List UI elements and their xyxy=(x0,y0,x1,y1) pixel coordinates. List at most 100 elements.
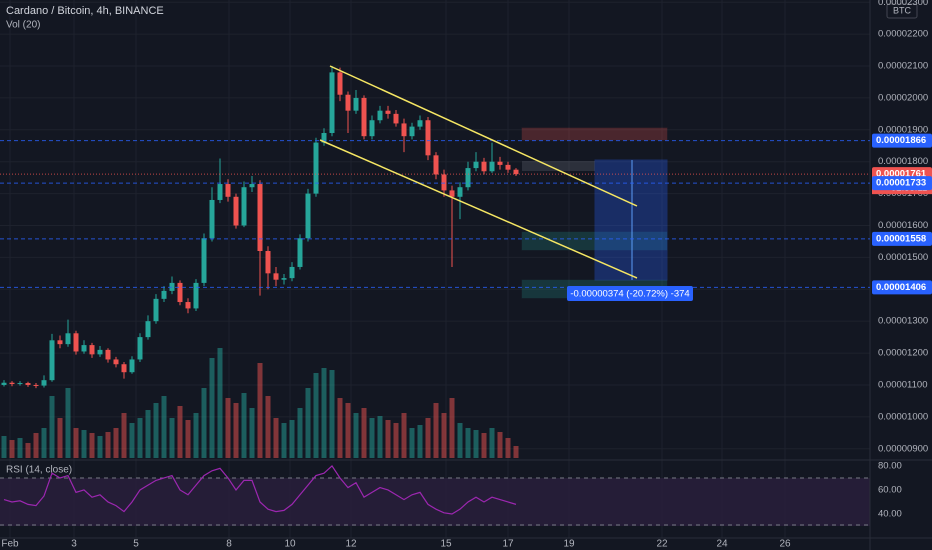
y-tick-label: 0.00002000 xyxy=(878,92,928,103)
plot xyxy=(0,66,870,515)
volume-bar xyxy=(97,436,103,458)
symbol-title: Cardano / Bitcoin, 4h, BINANCE xyxy=(6,5,164,17)
candle-body xyxy=(201,238,207,283)
price-label: 0.00001733 xyxy=(876,178,926,189)
target-zone xyxy=(521,231,668,251)
candle-body xyxy=(345,94,351,111)
candle-body xyxy=(113,359,119,365)
rsi-tick-label: 40.00 xyxy=(878,509,902,520)
volume-bar xyxy=(121,413,127,458)
currency-badge[interactable] xyxy=(886,3,918,19)
volume-bar xyxy=(497,432,503,458)
measure-label: -0.00000374 (-20.72%) -374 xyxy=(570,289,689,300)
price-label: 0.00001761 xyxy=(876,169,927,180)
price-label-box xyxy=(872,176,932,191)
volume-bar xyxy=(257,363,263,458)
volume-bar xyxy=(305,388,311,458)
candle-body xyxy=(273,273,279,280)
volume-bar xyxy=(417,425,423,458)
x-tick-label: 3 xyxy=(71,539,77,550)
y-tick-label: 0.00002300 xyxy=(878,0,928,8)
candle-body xyxy=(465,168,471,188)
volume-bar xyxy=(17,438,23,458)
volume-bar xyxy=(169,418,175,458)
candle-body xyxy=(81,345,87,352)
volume-bar xyxy=(73,428,79,458)
x-tick-label: 8 xyxy=(226,539,232,550)
candle-body xyxy=(497,161,503,165)
volume-bar xyxy=(353,413,359,458)
candle-body xyxy=(105,349,111,360)
entry-zone xyxy=(522,161,595,171)
candle-body xyxy=(417,120,423,127)
volume-bar xyxy=(449,398,455,458)
candle-body xyxy=(97,349,103,355)
candle-body xyxy=(137,337,143,360)
x-tick-label: 26 xyxy=(779,539,791,550)
volume-bar xyxy=(65,388,71,458)
volume-bar xyxy=(481,433,487,458)
price-label: 0.00001866 xyxy=(876,135,926,146)
price-label: 0.00001558 xyxy=(876,233,926,244)
candle-body xyxy=(489,161,495,172)
candle-body xyxy=(209,199,215,239)
volume-bar xyxy=(81,430,87,458)
rsi-band xyxy=(0,478,870,526)
volume-bar xyxy=(265,396,271,458)
x-tick-label: 12 xyxy=(345,539,357,550)
x-tick-label: 10 xyxy=(284,539,296,550)
volume-bar xyxy=(201,388,207,458)
candle-body xyxy=(249,184,255,188)
candle-body xyxy=(329,72,335,133)
candle-body xyxy=(425,120,431,156)
volume-bar xyxy=(217,348,223,458)
volume-bar xyxy=(9,440,15,458)
price-label-box xyxy=(872,231,932,246)
volume-bar xyxy=(465,428,471,458)
candle-body xyxy=(393,113,399,124)
volume-bar xyxy=(457,423,463,458)
volume-bar xyxy=(273,418,279,458)
rsi-line xyxy=(3,465,517,515)
x-tick-label: 24 xyxy=(716,539,728,550)
volume-bar xyxy=(25,443,31,458)
volume-bar xyxy=(313,373,319,458)
candle-body xyxy=(433,155,439,175)
volume-bar xyxy=(129,423,135,458)
volume-bar xyxy=(377,416,383,458)
candle-body xyxy=(441,174,447,191)
candle-body xyxy=(265,251,271,274)
candle-body xyxy=(281,278,287,280)
volume-bar xyxy=(297,408,303,458)
candle-body xyxy=(1,382,7,385)
volume-bar xyxy=(177,406,183,458)
y-tick-label: 0.00001900 xyxy=(878,124,928,135)
stop-zone xyxy=(521,127,668,141)
volume-title: Vol (20) xyxy=(6,20,40,31)
candle-body xyxy=(353,97,359,111)
candle-body xyxy=(129,359,135,373)
y-tick-label: 0.00002200 xyxy=(878,29,928,40)
candle-body xyxy=(57,340,63,345)
volume-bar xyxy=(137,418,143,458)
x-tick-label: Feb xyxy=(1,539,19,550)
volume-bar xyxy=(489,428,495,458)
candle-body xyxy=(73,333,79,352)
x-tick-label: 22 xyxy=(656,539,668,550)
rsi-tick-label: 60.00 xyxy=(878,484,902,495)
channel-lower xyxy=(319,139,638,279)
candle-body xyxy=(297,238,303,267)
candle-body xyxy=(185,302,191,309)
volume-bar xyxy=(209,358,215,458)
y-tick-label: 0.00001800 xyxy=(878,156,928,167)
volume-bar xyxy=(113,428,119,458)
candle-body xyxy=(449,190,455,197)
volume-bar xyxy=(233,403,239,458)
candle-body xyxy=(313,142,319,194)
currency[interactable]: BTC xyxy=(893,5,912,15)
y-tick-label: 0.00001000 xyxy=(878,411,928,422)
candle-body xyxy=(473,161,479,169)
volume-bar xyxy=(41,428,47,458)
